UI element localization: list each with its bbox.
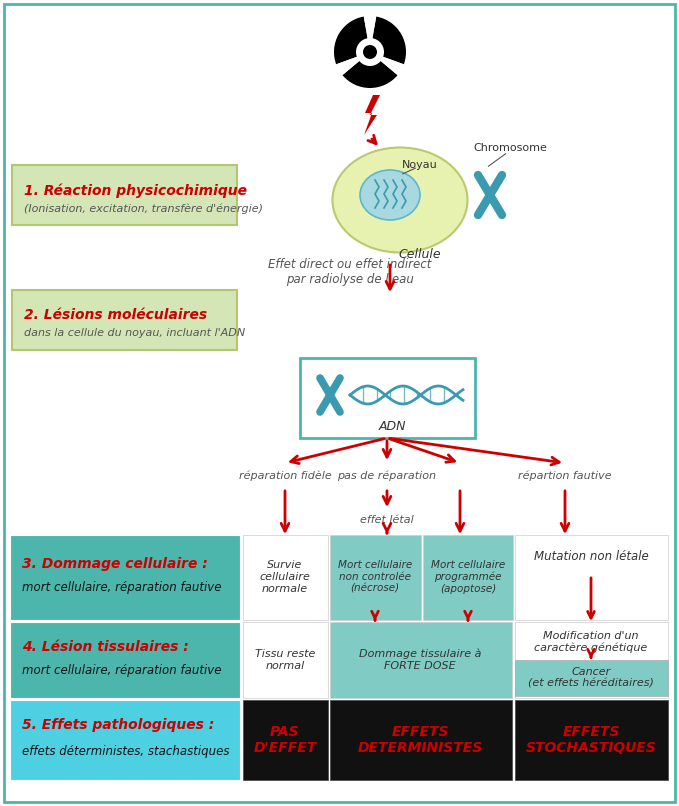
Text: Tissu reste
normal: Tissu reste normal: [255, 649, 315, 671]
Text: Effet direct ou effet indirect
par radiolyse de l'eau: Effet direct ou effet indirect par radio…: [268, 258, 432, 286]
Text: Chromosome: Chromosome: [473, 143, 547, 153]
Bar: [330, 622, 512, 698]
Bar: [515, 535, 668, 620]
Bar: [243, 535, 328, 620]
Bar: [10, 700, 240, 780]
Polygon shape: [364, 95, 380, 135]
Text: mort cellulaire, réparation fautive: mort cellulaire, réparation fautive: [22, 581, 221, 594]
Wedge shape: [370, 52, 404, 75]
Bar: [515, 622, 668, 698]
Text: Mort cellulaire
non controlée
(nécrose): Mort cellulaire non controlée (nécrose): [338, 560, 412, 593]
Wedge shape: [342, 52, 398, 88]
Bar: [300, 358, 475, 438]
Text: EFFETS
DETERMINISTES: EFFETS DETERMINISTES: [357, 725, 483, 755]
Text: répartion fautive: répartion fautive: [518, 471, 612, 481]
Text: PAS
D'EFFET: PAS D'EFFET: [253, 725, 316, 755]
Bar: [243, 700, 328, 780]
Text: effet létal: effet létal: [360, 515, 414, 525]
Wedge shape: [364, 16, 376, 52]
Bar: [423, 535, 513, 620]
Bar: [330, 700, 512, 780]
Bar: [10, 622, 240, 698]
Text: réparation fidèle: réparation fidèle: [238, 471, 331, 481]
Text: mort cellulaire, réparation fautive: mort cellulaire, réparation fautive: [22, 664, 221, 677]
Text: 1. Réaction physicochimique: 1. Réaction physicochimique: [24, 183, 247, 197]
Text: Modification d'un
caractère génétique: Modification d'un caractère génétique: [534, 631, 648, 653]
Bar: [515, 700, 668, 780]
Bar: [12, 165, 237, 225]
Text: Mort cellulaire
programmée
(apoptose): Mort cellulaire programmée (apoptose): [431, 560, 505, 594]
Wedge shape: [336, 52, 370, 75]
Text: pas de réparation: pas de réparation: [337, 471, 437, 481]
Bar: [243, 622, 328, 698]
Bar: [330, 535, 421, 620]
Ellipse shape: [360, 170, 420, 220]
Wedge shape: [370, 17, 406, 64]
Text: 2. Lésions moléculaires: 2. Lésions moléculaires: [24, 308, 207, 322]
Wedge shape: [334, 17, 370, 64]
Text: dans la cellule du noyau, incluant l'ADN: dans la cellule du noyau, incluant l'ADN: [24, 328, 245, 338]
Text: Cancer
(et effets héréditaires): Cancer (et effets héréditaires): [528, 667, 654, 689]
Text: Dommage tissulaire à
FORTE DOSE: Dommage tissulaire à FORTE DOSE: [359, 649, 481, 671]
Circle shape: [356, 38, 384, 66]
Circle shape: [363, 45, 377, 59]
Text: (Ionisation, excitation, transfère d'énergie): (Ionisation, excitation, transfère d'éne…: [24, 203, 263, 214]
Text: Cellule: Cellule: [399, 248, 441, 261]
Text: ADN: ADN: [378, 419, 406, 433]
Text: Mutation non létale: Mutation non létale: [534, 550, 648, 563]
Bar: [10, 535, 240, 620]
Text: 5. Effets pathologiques :: 5. Effets pathologiques :: [22, 718, 215, 732]
Bar: [12, 290, 237, 350]
Text: 4. Lésion tissulaires :: 4. Lésion tissulaires :: [22, 640, 189, 654]
Text: Survie
cellulaire
normale: Survie cellulaire normale: [259, 560, 310, 593]
Text: effets déterministes, stachastiques: effets déterministes, stachastiques: [22, 745, 230, 758]
Text: EFFETS
STOCHASTIQUES: EFFETS STOCHASTIQUES: [526, 725, 657, 755]
Text: Noyau: Noyau: [402, 160, 438, 170]
Bar: [515, 660, 668, 696]
Circle shape: [326, 391, 334, 399]
Circle shape: [486, 191, 494, 199]
Text: 3. Dommage cellulaire :: 3. Dommage cellulaire :: [22, 557, 208, 571]
Ellipse shape: [333, 147, 468, 252]
